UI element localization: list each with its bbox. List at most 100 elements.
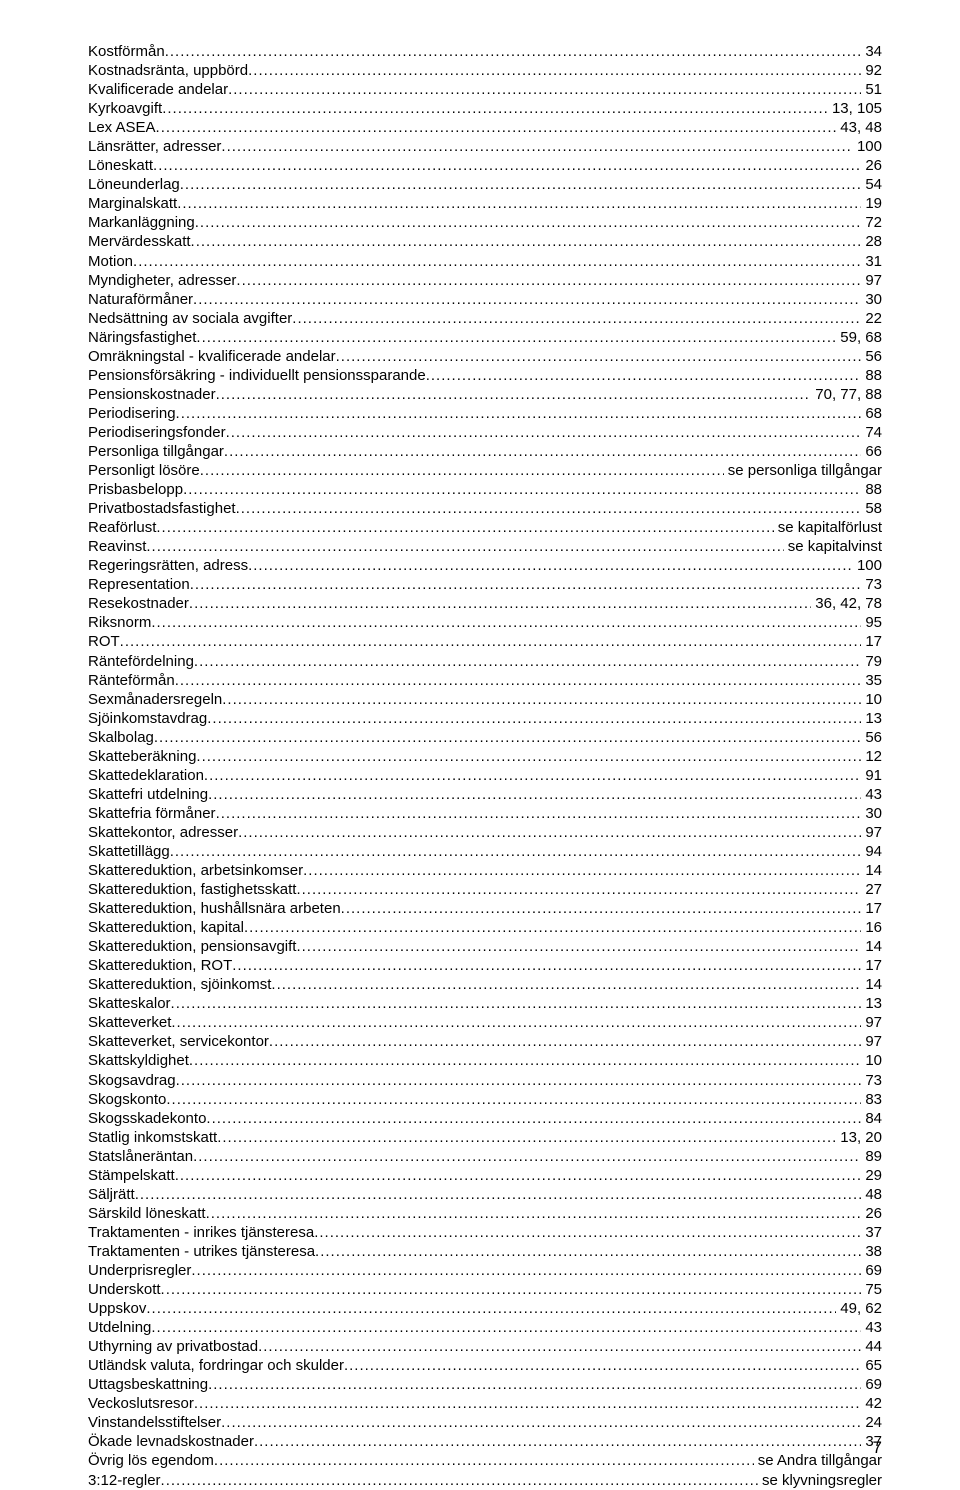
index-row: Skattskyldighet10 [88, 1051, 882, 1070]
index-page-ref: 17 [861, 899, 882, 918]
index-list: Kostförmån34Kostnadsränta, uppbörd92Kval… [88, 42, 882, 1490]
index-row: Regeringsrätten, adress100 [88, 556, 882, 575]
index-page-ref: 51 [861, 80, 882, 99]
index-term: Periodisering [88, 404, 176, 423]
index-leader-dots [221, 137, 853, 156]
index-leader-dots [183, 480, 861, 499]
index-row: Skattereduktion, fastighetsskatt27 [88, 880, 882, 899]
index-page-ref: 95 [861, 613, 882, 632]
index-page-ref: 35 [861, 671, 882, 690]
index-page-ref: 92 [861, 61, 882, 80]
index-term: Övrig lös egendom [88, 1451, 214, 1470]
index-term: Myndigheter, adresser [88, 271, 236, 290]
index-term: Uttagsbeskattning [88, 1375, 208, 1394]
index-leader-dots [200, 461, 724, 480]
index-row: Länsrätter, adresser100 [88, 137, 882, 156]
index-page-ref: se Andra tillgångar [754, 1451, 882, 1470]
index-leader-dots [191, 232, 862, 251]
index-page-ref: 12 [861, 747, 882, 766]
index-page-ref: 27 [861, 880, 882, 899]
index-leader-dots [426, 366, 862, 385]
index-leader-dots [248, 61, 861, 80]
index-row: ROT17 [88, 632, 882, 651]
index-leader-dots [171, 1013, 861, 1032]
index-row: Skogsskadekonto84 [88, 1109, 882, 1128]
index-leader-dots [296, 937, 861, 956]
index-page-ref: 59, 68 [836, 328, 882, 347]
index-row: Skattereduktion, arbetsinkomser14 [88, 861, 882, 880]
index-page-ref: 34 [861, 42, 882, 61]
index-page-ref: 13, 20 [836, 1128, 882, 1147]
index-row: Reavinstse kapitalvinst [88, 537, 882, 556]
index-term: Traktamenten - inrikes tjänsteresa [88, 1223, 314, 1242]
index-term: Skattetillägg [88, 842, 170, 861]
index-row: Periodiseringsfonder74 [88, 423, 882, 442]
index-row: 3:12-reglerse klyvningsregler [88, 1471, 882, 1490]
index-leader-dots [154, 728, 861, 747]
index-row: Skattereduktion, kapital16 [88, 918, 882, 937]
index-term: Räntefördelning [88, 652, 194, 671]
index-row: Skattekontor, adresser97 [88, 823, 882, 842]
index-leader-dots [271, 975, 861, 994]
index-leader-dots [238, 823, 861, 842]
index-row: Vinstandelsstiftelser24 [88, 1413, 882, 1432]
index-row: Ökade levnadskostnader37 [88, 1432, 882, 1451]
index-leader-dots [292, 309, 861, 328]
index-term: Omräkningstal - kvalificerade andelar [88, 347, 336, 366]
index-row: Löneunderlag54 [88, 175, 882, 194]
index-term: Personligt lösöre [88, 461, 200, 480]
index-leader-dots [226, 423, 862, 442]
index-term: Underskott [88, 1280, 161, 1299]
index-leader-dots [153, 156, 861, 175]
index-term: Skalbolag [88, 728, 154, 747]
index-term: Säljrätt [88, 1185, 135, 1204]
index-leader-dots [204, 766, 861, 785]
index-leader-dots [232, 956, 861, 975]
index-leader-dots [189, 594, 811, 613]
index-leader-dots [344, 1356, 861, 1375]
index-page-ref: 84 [861, 1109, 882, 1128]
index-term: Riksnorm [88, 613, 151, 632]
index-leader-dots [161, 1471, 758, 1490]
index-row: Traktamenten - inrikes tjänsteresa37 [88, 1223, 882, 1242]
index-row: Kostförmån34 [88, 42, 882, 61]
index-row: Motion31 [88, 252, 882, 271]
index-leader-dots [191, 1261, 861, 1280]
index-leader-dots [193, 1147, 861, 1166]
index-leader-dots [171, 994, 862, 1013]
index-term: Kvalificerade andelar [88, 80, 228, 99]
index-page-ref: 75 [861, 1280, 882, 1299]
index-leader-dots [177, 194, 861, 213]
index-leader-dots [216, 804, 862, 823]
index-term: Pensionskostnader [88, 385, 216, 404]
index-leader-dots [217, 1128, 836, 1147]
index-term: Skatteskalor [88, 994, 171, 1013]
index-page-ref: 13, 105 [828, 99, 882, 118]
index-row: Skatteberäkning 12 [88, 747, 882, 766]
index-row: Skatteverket97 [88, 1013, 882, 1032]
index-leader-dots [146, 537, 783, 556]
index-leader-dots [194, 652, 861, 671]
index-row: Personligt lösörese personliga tillgånga… [88, 461, 882, 480]
index-leader-dots [194, 1394, 861, 1413]
index-term: Skatteberäkning [88, 747, 196, 766]
index-leader-dots [303, 861, 861, 880]
index-page-ref: 30 [861, 290, 882, 309]
index-term: Resekostnader [88, 594, 189, 613]
index-term: Skattefria förmåner [88, 804, 216, 823]
index-page-ref: 22 [861, 309, 882, 328]
index-page-ref: 73 [861, 575, 882, 594]
index-term: Skogsavdrag [88, 1071, 176, 1090]
index-row: Underskott 75 [88, 1280, 882, 1299]
index-page-ref: 83 [861, 1090, 882, 1109]
index-term: Ränteförmån [88, 671, 175, 690]
index-row: Skalbolag56 [88, 728, 882, 747]
index-page-ref: 74 [861, 423, 882, 442]
index-term: Skattskyldighet [88, 1051, 189, 1070]
index-leader-dots [236, 271, 861, 290]
index-row: Skattefria förmåner30 [88, 804, 882, 823]
index-term: Skatteverket, servicekontor [88, 1032, 269, 1051]
index-page-ref: 49, 62 [836, 1299, 882, 1318]
index-row: Mervärdesskatt28 [88, 232, 882, 251]
index-row: Statslåneräntan89 [88, 1147, 882, 1166]
